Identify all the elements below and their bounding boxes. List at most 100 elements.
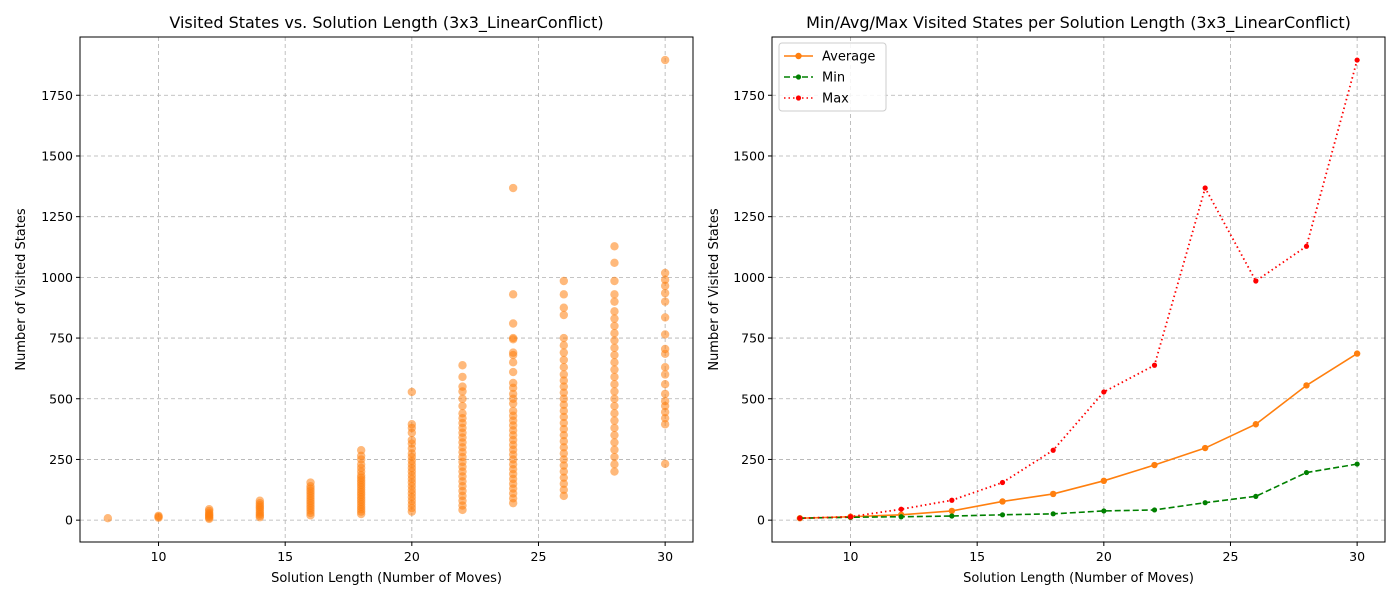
scatter-point xyxy=(660,344,670,354)
scatter-point xyxy=(458,372,467,382)
legend-label-max: Max xyxy=(822,92,849,107)
scatter-point xyxy=(610,423,619,433)
scatter-point xyxy=(660,268,670,278)
scatter-point xyxy=(610,297,619,306)
series-point xyxy=(847,514,854,520)
series-point xyxy=(1101,389,1107,395)
series-point xyxy=(797,515,803,521)
scatter-point xyxy=(610,430,619,440)
scatter-point xyxy=(610,401,619,411)
y-tick-label: 0 xyxy=(65,513,73,528)
x-tick-label: 30 xyxy=(1349,549,1365,564)
scatter-point xyxy=(559,430,569,440)
scatter-point xyxy=(610,336,619,345)
scatter-point xyxy=(559,376,569,385)
scatter-point xyxy=(610,379,619,389)
series-point xyxy=(999,512,1006,518)
scatter-point xyxy=(610,314,619,323)
series-point xyxy=(1100,477,1108,485)
series-point xyxy=(999,498,1006,505)
scatter-point xyxy=(559,406,569,416)
scatter-point xyxy=(559,388,569,397)
series-line-min xyxy=(799,463,1358,520)
scatter-point xyxy=(508,378,518,388)
legend: Average Min Max xyxy=(778,42,887,112)
x-axis-ticks: 10 15 20 25 30 xyxy=(151,542,673,564)
scatter-point xyxy=(458,361,467,370)
x-tick-label: 10 xyxy=(151,549,167,564)
scatter-point xyxy=(660,396,670,406)
series-point xyxy=(999,479,1006,486)
scatter-point xyxy=(610,438,619,447)
y-tick-label: 1000 xyxy=(41,270,73,285)
scatter-point xyxy=(610,394,619,403)
scatter-point xyxy=(204,505,214,514)
scatter-point xyxy=(660,55,670,65)
plot-frame xyxy=(771,36,1386,543)
scatter-point xyxy=(559,485,569,495)
chart-1: 10 15 20 25 30 0 250 500 750 1000 1250 1500 1750 Visi… xyxy=(14,13,694,586)
scatter-point xyxy=(610,460,619,469)
y-tick-label: 500 xyxy=(741,391,765,406)
scatter-point xyxy=(660,275,670,284)
series-point xyxy=(948,507,956,515)
scatter-point xyxy=(660,420,670,429)
series-point xyxy=(1151,362,1158,368)
scatter-point xyxy=(660,281,670,291)
y-tick-label: 1500 xyxy=(733,148,765,163)
series-line-average xyxy=(799,352,1358,520)
legend-marker xyxy=(795,95,802,101)
y-tick-label: 250 xyxy=(741,452,765,467)
scatter-point xyxy=(660,297,670,306)
scatter-point xyxy=(610,452,619,462)
series-point xyxy=(1202,500,1208,506)
x-tick-label: 20 xyxy=(1096,549,1112,564)
scatter-point xyxy=(610,445,619,454)
y-tick-label: 750 xyxy=(741,331,765,346)
legend-label-average: Average xyxy=(822,50,875,65)
series-point xyxy=(1252,421,1260,428)
scatter-point xyxy=(660,288,670,298)
scatter-point xyxy=(660,330,670,339)
series-point xyxy=(1354,57,1360,63)
scatter-point xyxy=(610,276,619,286)
scatter-point xyxy=(508,348,518,357)
series-point xyxy=(1202,185,1208,191)
x-axis-label: Solution Length (Number of Moves) xyxy=(271,571,502,586)
scatter-point xyxy=(610,387,619,396)
scatter-point xyxy=(660,413,670,423)
y-tick-label: 750 xyxy=(49,331,73,346)
scatter-point xyxy=(559,276,569,286)
scatter-point xyxy=(660,379,670,389)
grid xyxy=(80,37,693,542)
scatter-point xyxy=(508,389,518,399)
y-axis-label: Number of Visited States xyxy=(14,208,29,371)
scatter-point xyxy=(559,382,569,391)
y-tick-label: 1000 xyxy=(733,270,765,285)
scatter-point xyxy=(559,437,569,446)
scatter-point xyxy=(559,461,569,470)
y-axis-ticks: 0 250 500 750 1000 1250 1500 1750 xyxy=(733,88,772,528)
scatter-point xyxy=(407,420,417,429)
series-point xyxy=(1049,490,1057,498)
scatter-point xyxy=(508,358,518,367)
series-point xyxy=(1303,382,1310,389)
chart-title: Min/Avg/Max Visited States per Solution … xyxy=(806,13,1351,33)
scatter-point xyxy=(610,365,619,374)
series-point xyxy=(1101,508,1107,514)
series-point xyxy=(1050,511,1056,517)
x-axis-ticks: 10 15 20 25 30 xyxy=(843,542,1365,564)
chart-2: 10 15 20 25 30 0 250 500 750 1000 1250 1500 1750 Min/… xyxy=(707,13,1386,586)
scatter-point xyxy=(559,491,569,501)
legend-frame xyxy=(778,42,887,112)
scatter-point xyxy=(154,511,163,520)
scatter-point xyxy=(559,479,569,488)
scatter-point xyxy=(559,348,569,357)
scatter-point xyxy=(458,382,467,391)
scatter-point xyxy=(660,389,670,399)
y-tick-label: 1250 xyxy=(41,209,73,224)
series-point xyxy=(1303,469,1310,476)
series-point xyxy=(1050,447,1056,453)
scatter-point xyxy=(610,372,619,382)
